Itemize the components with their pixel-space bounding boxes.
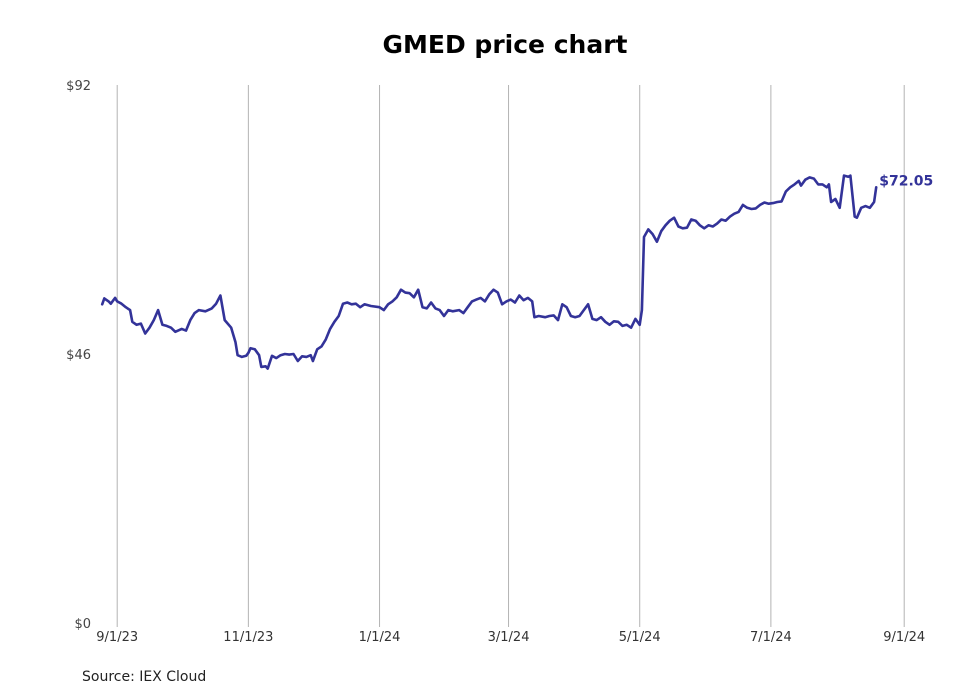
last-value-label: $72.05 <box>879 173 933 189</box>
source-note: Source: IEX Cloud <box>82 669 207 685</box>
y-tick-label: $46 <box>66 348 91 363</box>
x-tick-label: 9/1/24 <box>883 630 925 645</box>
x-axis-ticks: 9/1/23 11/1/23 1/1/24 3/1/24 5/1/24 7/1/24 9/1… <box>96 630 925 645</box>
y-tick-label: $0 <box>74 617 91 632</box>
x-tick-label: 7/1/24 <box>750 630 792 645</box>
chart-title: GMED price chart <box>382 30 628 59</box>
y-tick-label: $92 <box>66 79 91 94</box>
x-tick-label: 3/1/24 <box>488 630 530 645</box>
gridlines <box>116 85 905 627</box>
x-tick-label: 9/1/23 <box>96 630 138 645</box>
x-tick-label: 11/1/23 <box>223 630 273 645</box>
price-series <box>100 174 878 370</box>
x-tick-label: 1/1/24 <box>359 630 401 645</box>
last-value: $72.05 <box>879 173 933 189</box>
price-line <box>100 174 878 370</box>
x-tick-label: 5/1/24 <box>619 630 661 645</box>
y-axis-ticks: $0 $46 $92 <box>66 79 91 632</box>
